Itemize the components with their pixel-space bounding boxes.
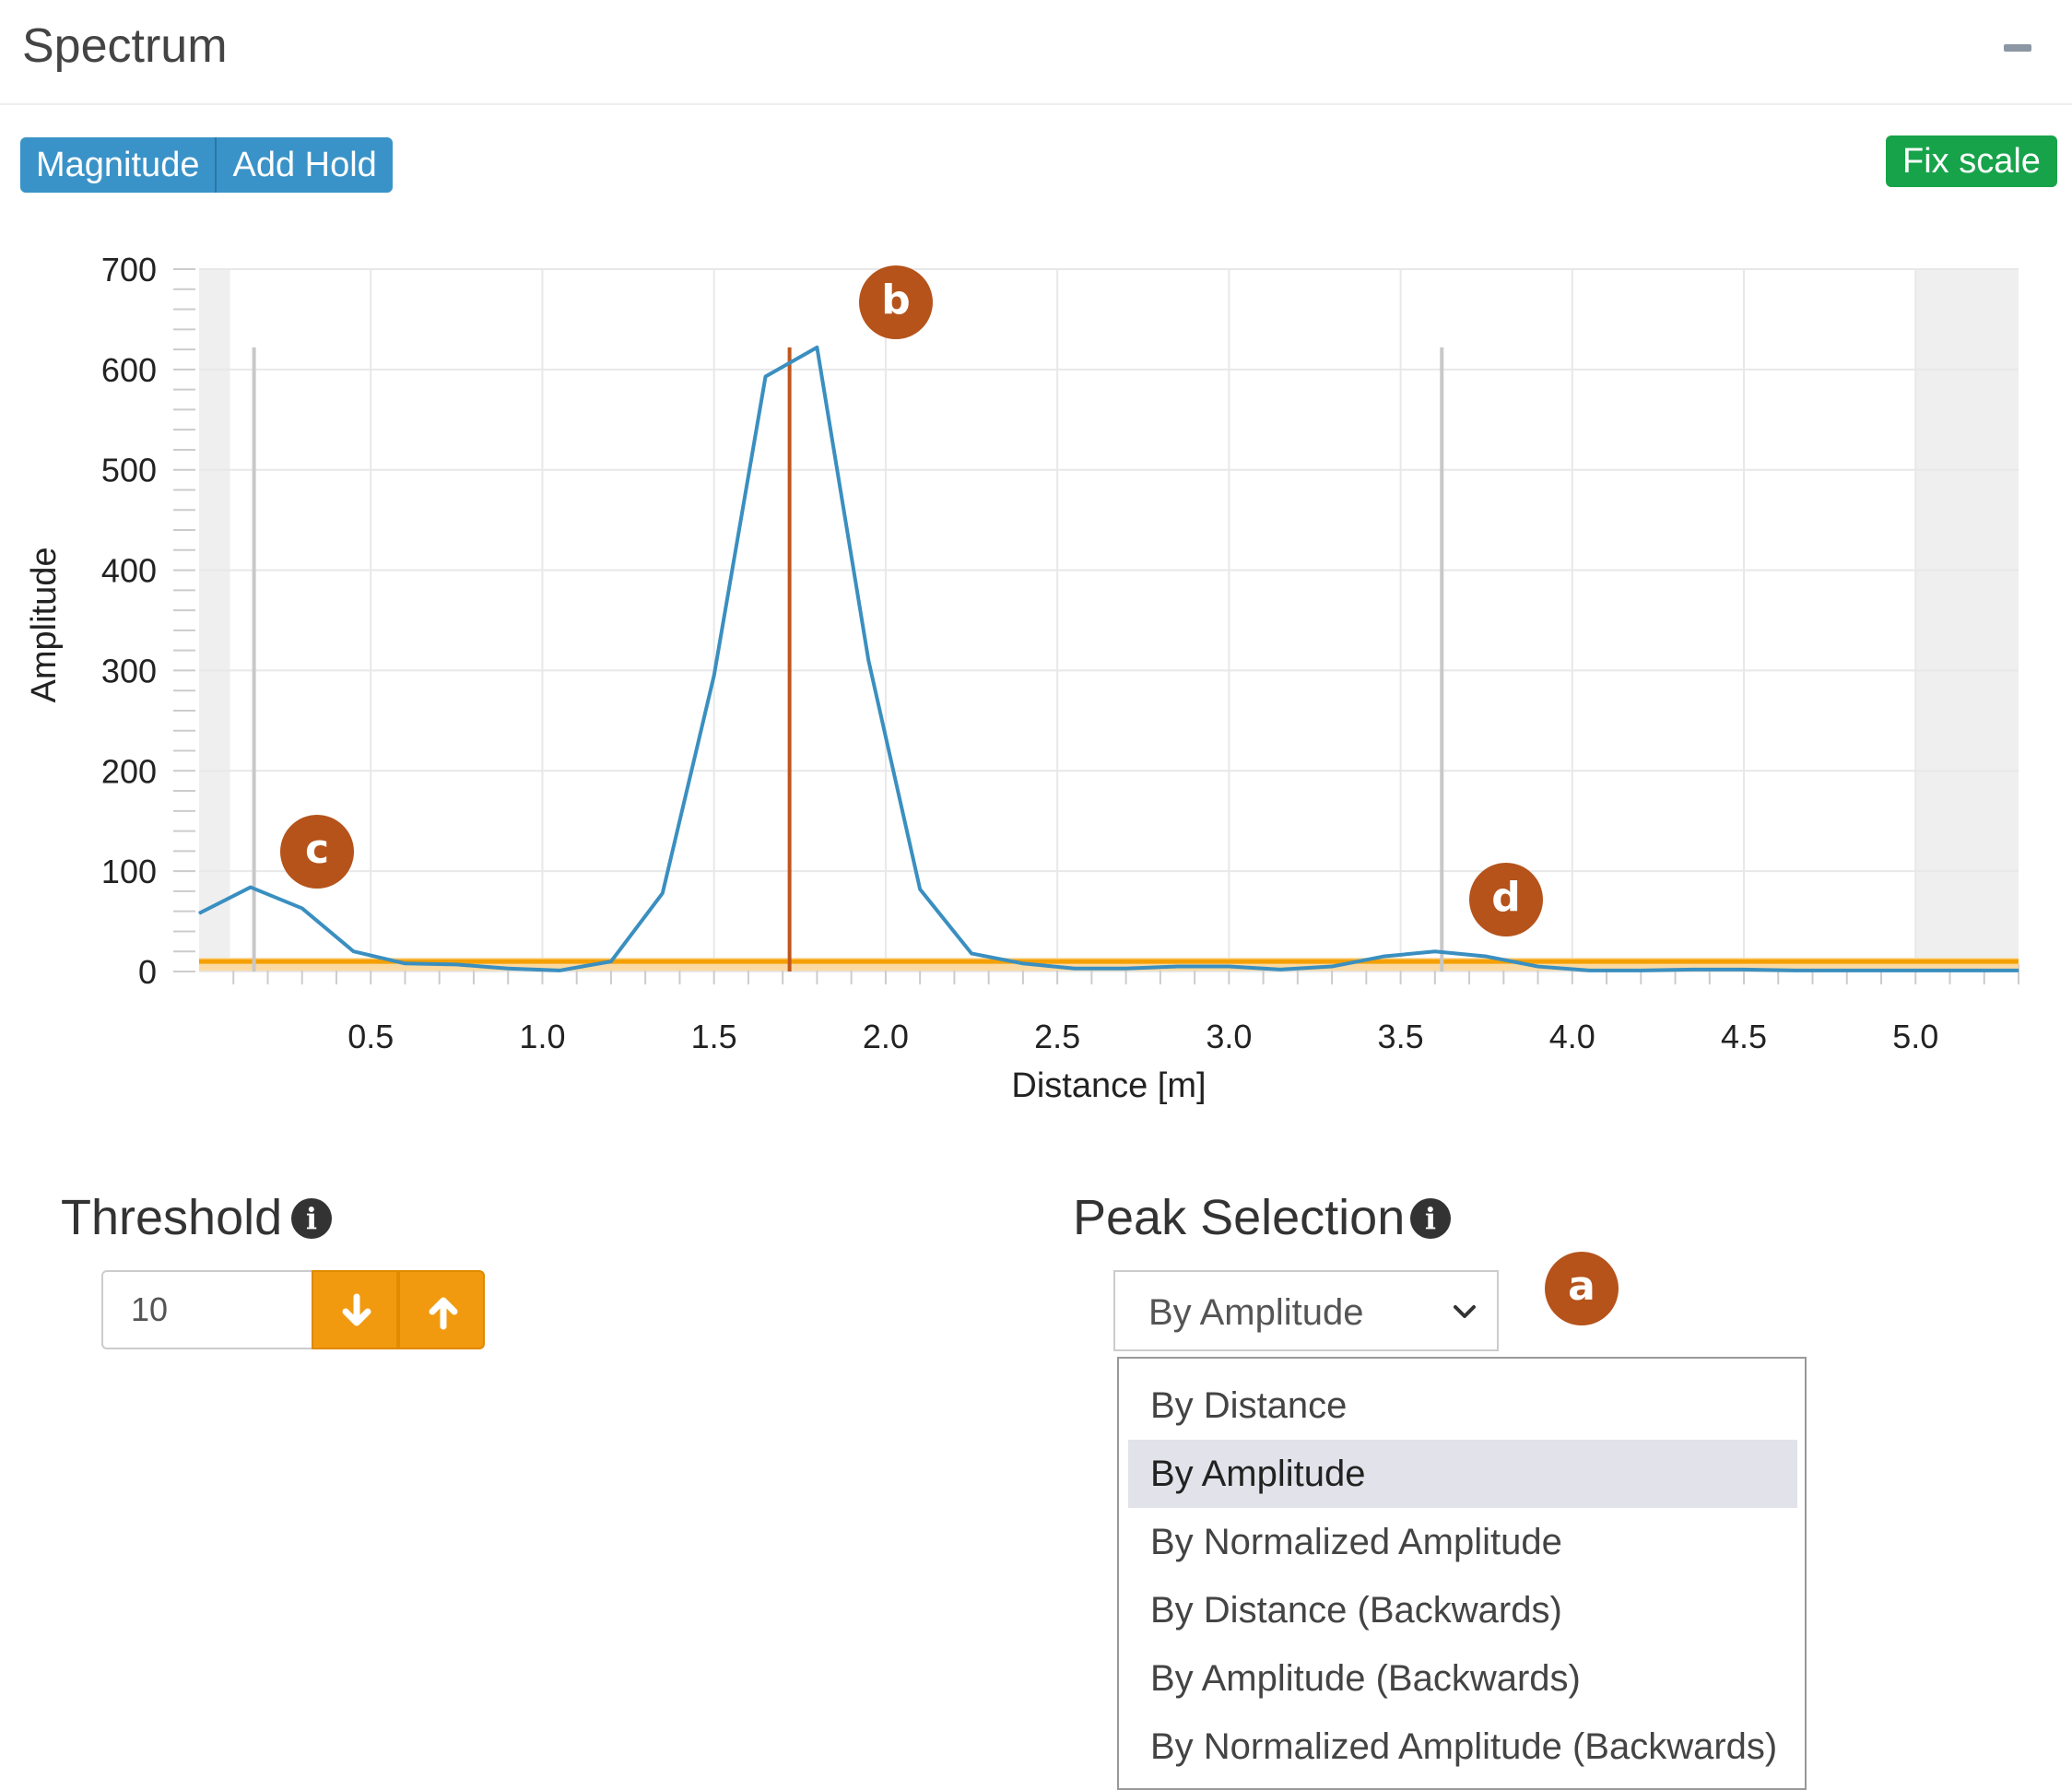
view-button-group: Magnitude Add Hold [20,137,393,193]
series-point [1279,969,1281,971]
series-point [1074,968,1076,970]
info-icon[interactable]: i [1410,1198,1451,1239]
annotation-badge-b: b [859,265,933,339]
series-point [867,660,869,662]
y-tick-label: 100 [101,853,157,890]
x-tick-label: 3.5 [1378,1018,1424,1055]
peak-selection-label: Peak Selection [1073,1190,1406,1245]
series-point [1486,956,1488,958]
series-point [713,675,715,677]
minus-icon [2004,44,2031,52]
series-point [250,887,252,889]
series-point [1434,950,1436,952]
x-tick-label: 2.5 [1034,1018,1080,1055]
series-point [1588,970,1590,972]
fix-scale-button[interactable]: Fix scale [1886,135,2057,187]
series-point [1228,966,1230,968]
series-point [1176,966,1178,968]
series-point [301,907,303,909]
x-tick-label: 1.0 [519,1018,565,1055]
series [198,345,2019,972]
arrow-down-icon [342,1293,371,1326]
annotation-badge-a: a [1545,1252,1619,1325]
peak-selection-value: By Amplitude [1148,1292,1364,1333]
x-tick-label: 3.0 [1206,1018,1252,1055]
x-tick-label: 1.5 [691,1018,737,1055]
shaded-ranges [199,269,2019,972]
magnitude-button[interactable]: Magnitude [20,137,218,193]
x-axis-label: Distance [m] [1011,1066,1206,1105]
series-point [455,963,457,965]
series-line-0 [198,345,2019,972]
add-hold-button[interactable]: Add Hold [217,137,393,193]
info-icon[interactable]: i [291,1198,332,1239]
y-axis-label: Amplitude [25,548,64,703]
series-point [971,952,972,954]
shaded-range-1 [1915,269,2019,972]
peak-selection-select[interactable]: By Amplitude [1113,1270,1499,1351]
series-point [1331,966,1333,968]
series-point [1743,969,1745,971]
series-point [1846,970,1848,972]
annotation-badge-d: d [1469,863,1543,936]
series-point [1949,970,1951,972]
series-point [404,962,406,964]
option-by-distance-backwards[interactable]: By Distance (Backwards) [1150,1590,1562,1631]
series-point [1691,969,1693,971]
panel-header: Spectrum [0,0,2072,105]
option-by-normalized-amplitude-backwards[interactable]: By Normalized Amplitude (Backwards) [1150,1726,1778,1767]
collapse-button[interactable] [1996,31,2041,63]
option-by-amplitude[interactable]: By Amplitude [1128,1440,1797,1508]
series-point [662,892,664,894]
threshold-increase-button[interactable] [398,1270,485,1349]
y-tick-label: 500 [101,452,157,489]
x-tick-label: 0.5 [347,1018,394,1055]
series-point [353,950,355,952]
series-point [559,970,560,972]
x-tick-label: 2.0 [863,1018,909,1055]
option-by-normalized-amplitude[interactable]: By Normalized Amplitude [1150,1522,1562,1562]
series-point [1537,966,1539,968]
threshold-input[interactable]: 10 [101,1270,313,1349]
series-point [507,968,509,970]
chevron-down-icon [1454,1305,1476,1318]
x-tick-label: 4.5 [1721,1018,1767,1055]
peak-selection-dropdown: By Distance By Amplitude By Normalized A… [1117,1357,1807,1790]
axes: 0 100 200 300 400 500 600 700 0.5 1.0 1.5 2.0 2.5 3.0… [101,251,2019,1055]
arrow-up-icon [429,1297,458,1330]
y-tick-label: 300 [101,652,157,689]
series-point [1022,962,1024,964]
option-by-amplitude-backwards[interactable]: By Amplitude (Backwards) [1150,1658,1581,1699]
annotation-badge-c: c [280,815,354,889]
x-tick-label: 4.0 [1549,1018,1595,1055]
x-tick-label: 5.0 [1892,1018,1938,1055]
threshold-label: Threshold [61,1190,283,1245]
y-tick-label: 600 [101,351,157,389]
y-tick-label: 400 [101,552,157,590]
option-by-distance[interactable]: By Distance [1150,1385,1348,1426]
shaded-range-0 [199,269,230,972]
series-point [1640,970,1642,972]
y-tick-label: 0 [138,953,157,991]
spectrum-chart: 0 100 200 300 400 500 600 700 0.5 1.0 1.5 2.0 2.5 3.0… [25,251,2019,1105]
series-point [610,960,612,962]
threshold-decrease-button[interactable] [312,1270,398,1349]
series-point [765,375,767,377]
y-tick-label: 200 [101,752,157,790]
grid [199,268,2019,972]
y-tick-label: 700 [101,251,157,289]
series-point [1125,968,1127,970]
panel-title: Spectrum [22,19,228,73]
series-point [1898,970,1900,972]
markers [199,347,2019,972]
